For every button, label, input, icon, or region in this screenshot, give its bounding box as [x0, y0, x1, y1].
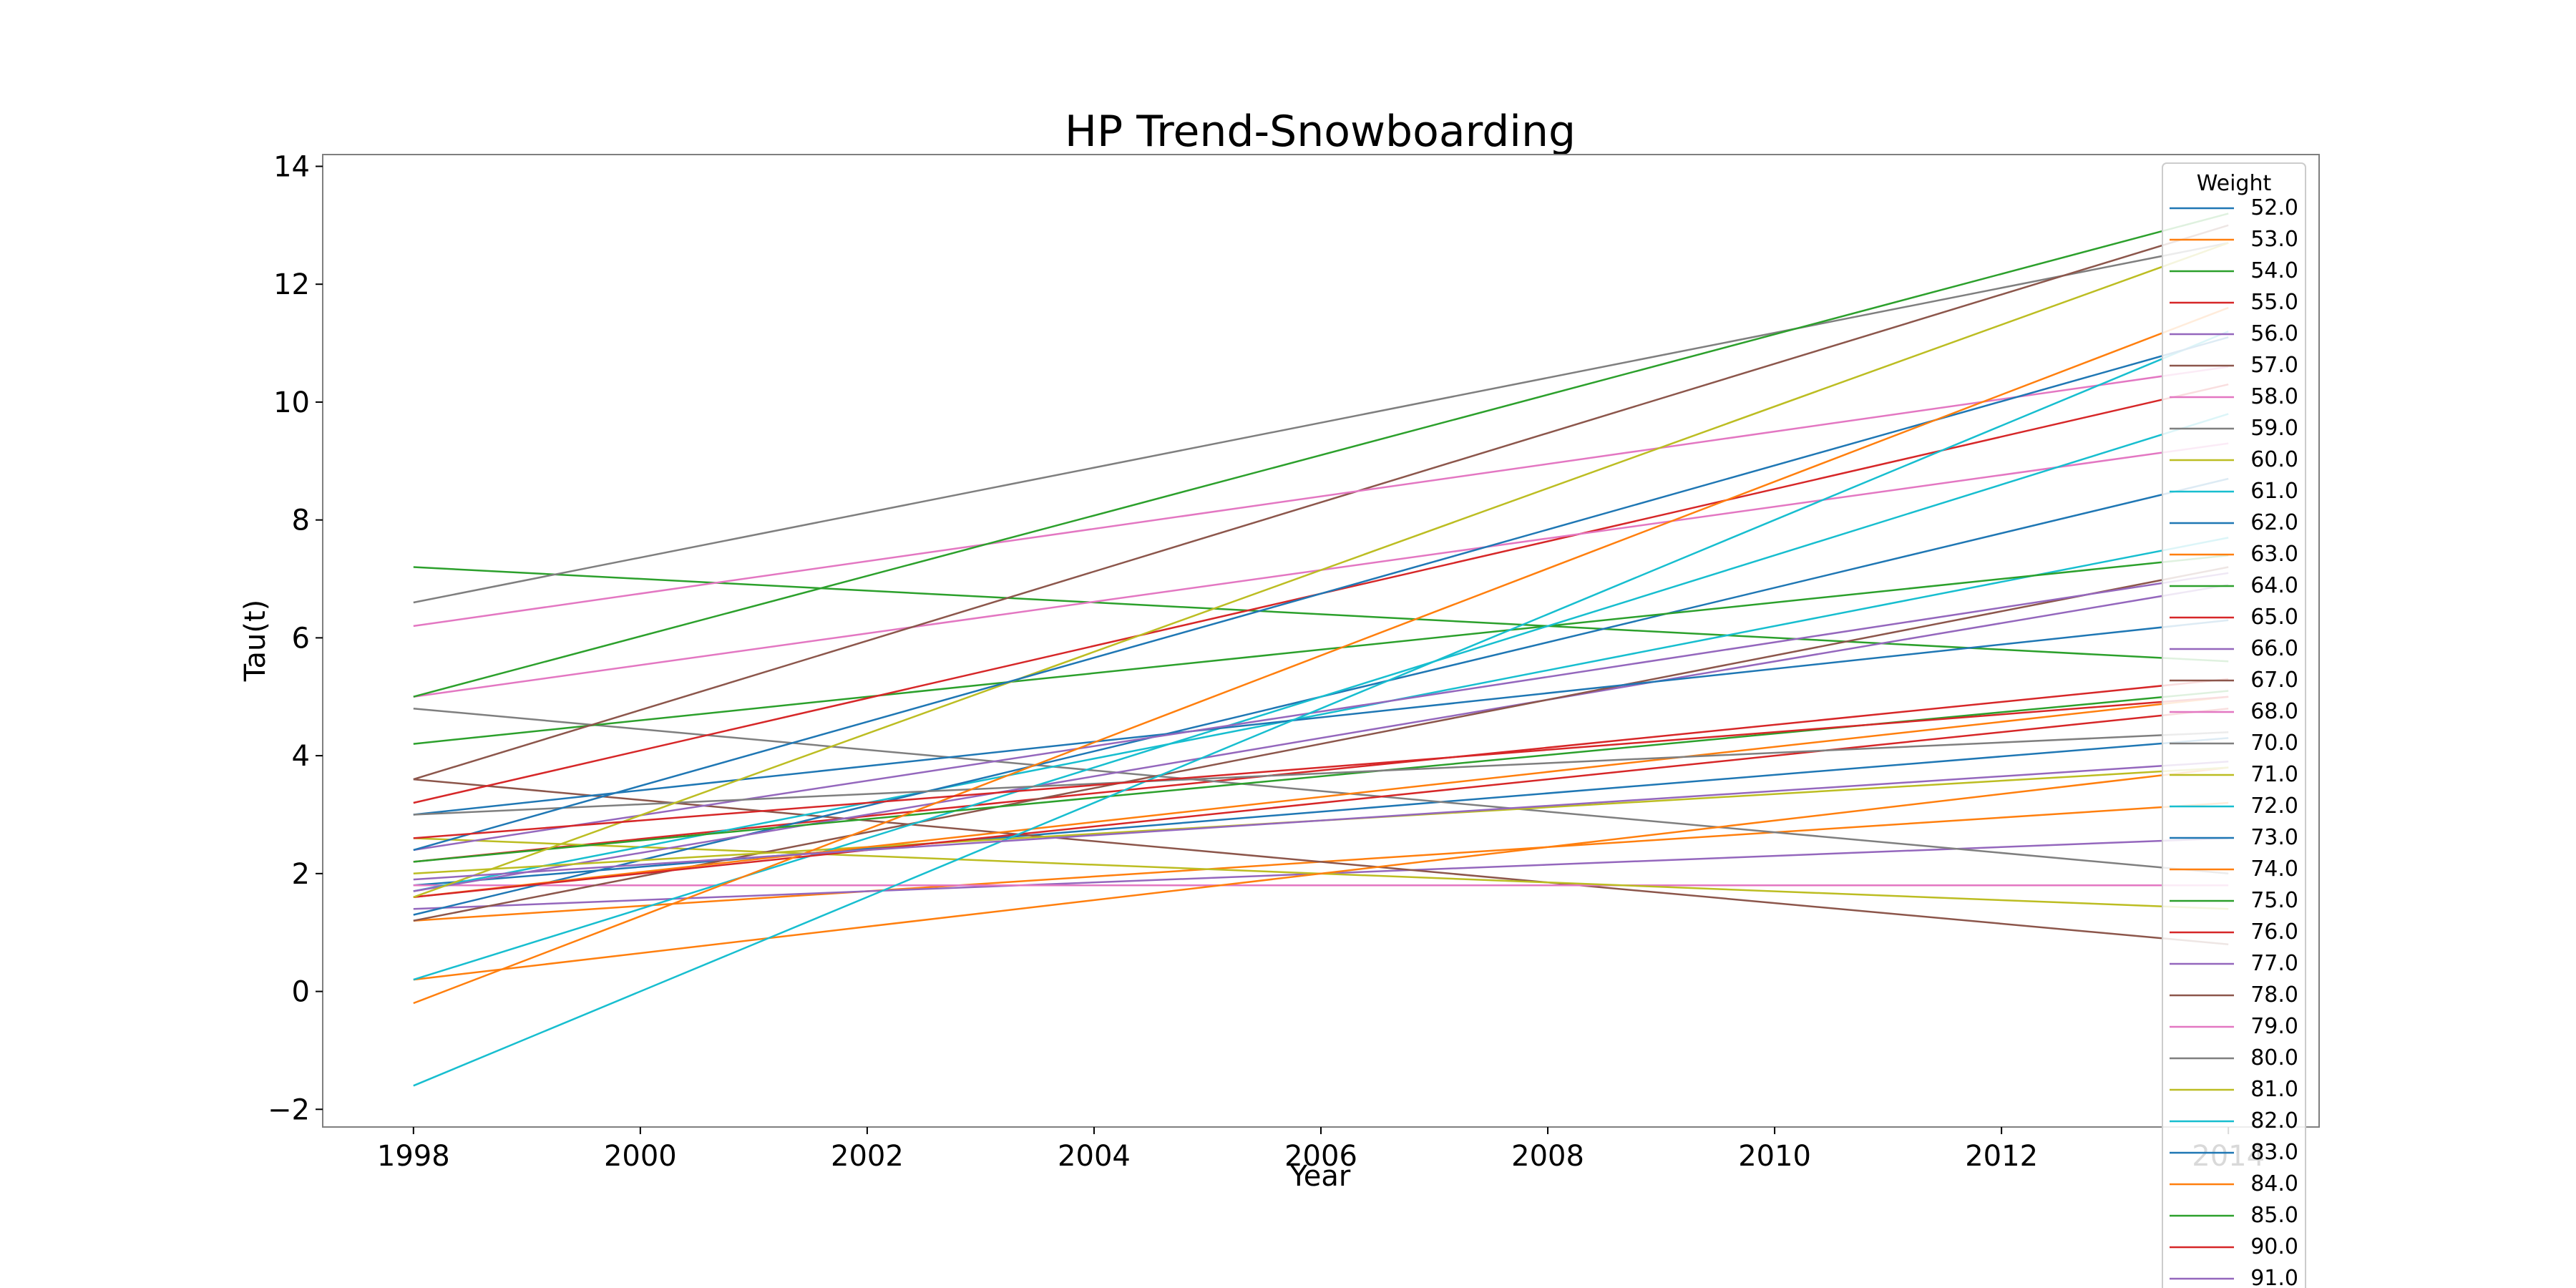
series-line-57.0	[413, 778, 2229, 945]
series-line-55.0	[413, 678, 2229, 863]
x-tick-label: 2008	[1511, 1140, 1584, 1173]
legend-label-54.0: 54.0	[2250, 258, 2298, 283]
legend-label-83.0: 83.0	[2250, 1140, 2298, 1165]
legend-label-66.0: 66.0	[2250, 636, 2298, 661]
series-line-67.0	[413, 566, 2229, 922]
y-tick-label: 0	[292, 976, 310, 1009]
series-line-82.0	[413, 330, 2229, 1087]
legend-label-58.0: 58.0	[2250, 384, 2298, 409]
series-line-72.0	[413, 413, 2229, 981]
legend-label-91.0: 91.0	[2250, 1266, 2298, 1288]
plot-lines	[413, 213, 2229, 1087]
legend-label-71.0: 71.0	[2250, 762, 2298, 787]
series-line-91.0	[413, 761, 2229, 881]
legend-box	[2162, 162, 2306, 1288]
x-tick-label: 2006	[1284, 1140, 1357, 1173]
x-tick-label: 1998	[377, 1140, 450, 1173]
legend-label-72.0: 72.0	[2250, 794, 2298, 819]
x-tick-label: 2010	[1738, 1140, 1811, 1173]
series-line-78.0	[413, 224, 2229, 781]
legend-label-74.0: 74.0	[2250, 857, 2298, 882]
y-tick-label: 4	[292, 740, 310, 773]
series-line-85.0	[413, 213, 2229, 698]
legend-label-65.0: 65.0	[2250, 605, 2298, 630]
y-tick-label: 8	[292, 504, 310, 537]
y-axis-ticks: −2 0 2 4 6 8 10 12 14	[268, 150, 323, 1126]
legend-label-79.0: 79.0	[2250, 1014, 2298, 1039]
series-line-81.0	[413, 242, 2229, 898]
legend-label-52.0: 52.0	[2250, 195, 2298, 220]
legend-label-82.0: 82.0	[2250, 1108, 2298, 1133]
series-line-74.0	[413, 696, 2229, 899]
legend-label-61.0: 61.0	[2250, 479, 2298, 504]
series-line-59.0	[413, 707, 2229, 875]
x-tick-label: 2012	[1965, 1140, 2038, 1173]
series-line-70.0	[413, 242, 2229, 604]
series-line-61.0	[413, 537, 2229, 892]
series-line-52.0	[413, 737, 2229, 887]
legend-label-76.0: 76.0	[2250, 919, 2298, 945]
legend-title: Weight	[2197, 171, 2272, 196]
y-tick-label: 10	[273, 386, 310, 419]
series-line-73.0	[413, 619, 2229, 816]
legend-label-85.0: 85.0	[2250, 1203, 2298, 1228]
legend-label-77.0: 77.0	[2250, 951, 2298, 976]
legend-label-60.0: 60.0	[2250, 447, 2298, 472]
series-line-84.0	[413, 306, 2229, 1005]
x-tick-label: 2004	[1058, 1140, 1131, 1173]
series-line-80.0	[413, 731, 2229, 816]
y-tick-label: 2	[292, 858, 310, 891]
series-line-76.0	[413, 707, 2229, 899]
series-line-63.0	[413, 766, 2229, 981]
y-tick-label: −2	[268, 1093, 310, 1126]
series-line-83.0	[413, 336, 2229, 852]
y-tick-label: 12	[273, 268, 310, 301]
legend-label-56.0: 56.0	[2250, 321, 2298, 346]
legend-label-75.0: 75.0	[2250, 888, 2298, 913]
series-line-79.0	[413, 366, 2229, 628]
y-tick-label: 6	[292, 622, 310, 655]
legend-label-59.0: 59.0	[2250, 416, 2298, 441]
legend-label-81.0: 81.0	[2250, 1077, 2298, 1102]
series-line-90.0	[413, 696, 2229, 839]
series-line-64.0	[413, 554, 2229, 745]
series-line-77.0	[413, 572, 2229, 852]
legend: Weight 52.0 53.0 54.0 55.0 56.0 57.0 58.0 59.0 6…	[2162, 162, 2306, 1288]
legend-label-90.0: 90.0	[2250, 1234, 2298, 1259]
legend-label-57.0: 57.0	[2250, 353, 2298, 378]
legend-items: 52.0 53.0 54.0 55.0 56.0 57.0 58.0 59.0 60.0 61.0…	[2170, 195, 2298, 1288]
legend-label-62.0: 62.0	[2250, 510, 2298, 535]
series-line-75.0	[413, 690, 2229, 863]
legend-label-73.0: 73.0	[2250, 825, 2298, 850]
legend-label-78.0: 78.0	[2250, 982, 2298, 1008]
legend-label-68.0: 68.0	[2250, 699, 2298, 724]
y-tick-label: 14	[273, 150, 310, 183]
x-tick-label: 2000	[604, 1140, 677, 1173]
y-axis-label: Tau(t)	[239, 600, 272, 683]
legend-label-55.0: 55.0	[2250, 290, 2298, 315]
chart-title: HP Trend-Snowboarding	[1065, 107, 1576, 157]
legend-label-67.0: 67.0	[2250, 668, 2298, 693]
legend-label-64.0: 64.0	[2250, 573, 2298, 598]
series-line-66.0	[413, 584, 2229, 892]
legend-label-63.0: 63.0	[2250, 542, 2298, 567]
x-axis-label: Year	[1289, 1160, 1351, 1193]
x-tick-label: 2002	[831, 1140, 904, 1173]
legend-label-70.0: 70.0	[2250, 731, 2298, 756]
legend-label-53.0: 53.0	[2250, 227, 2298, 252]
legend-label-80.0: 80.0	[2250, 1045, 2298, 1070]
legend-label-84.0: 84.0	[2250, 1171, 2298, 1196]
